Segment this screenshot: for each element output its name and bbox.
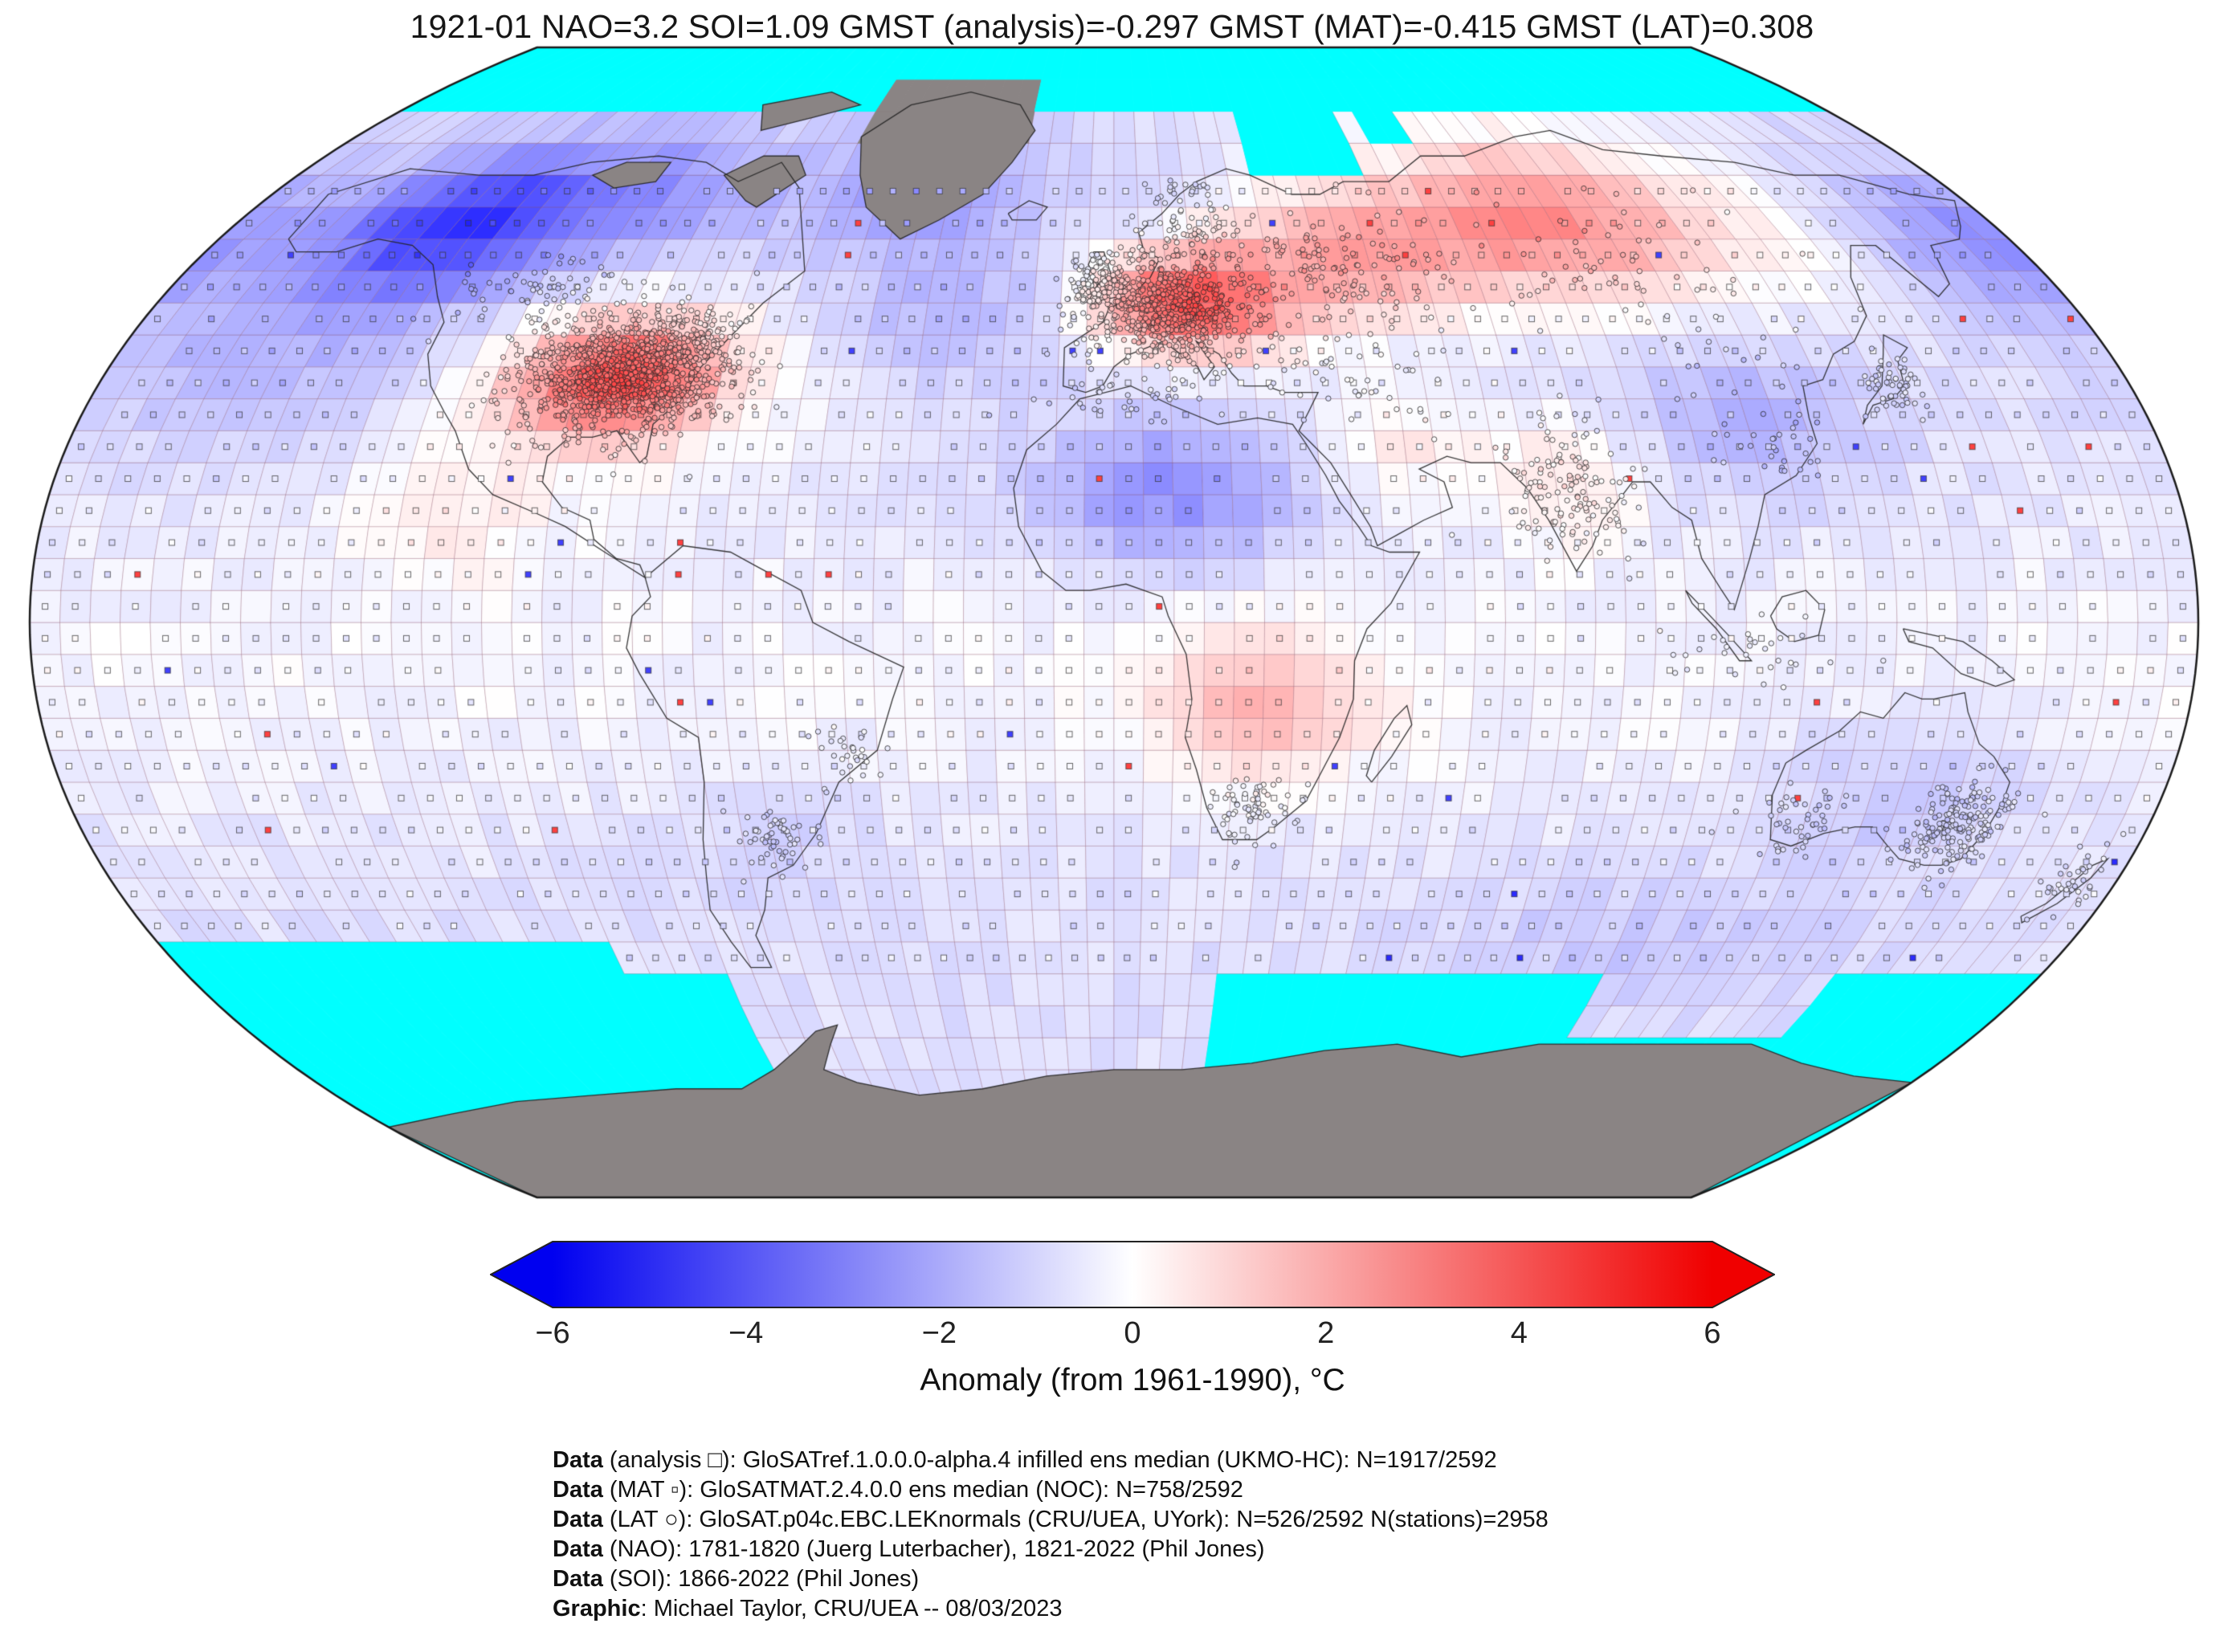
credit-line-text: : Michael Taylor, CRU/UEA -- 08/03/2023: [640, 1596, 1063, 1621]
colorbar-tick-label: −2: [921, 1316, 957, 1350]
credit-line: Data (NAO): 1781-1820 (Juerg Luterbacher…: [553, 1535, 1549, 1564]
credit-line-key: Data: [553, 1566, 603, 1592]
credits-block: Data (analysis □): GloSATref.1.0.0.0-alp…: [553, 1446, 1549, 1624]
colorbar-tick-label: −6: [535, 1316, 570, 1350]
credit-line-text: (NAO): 1781-1820 (Juerg Luterbacher), 18…: [602, 1536, 1265, 1562]
colorbar-tick-label: 0: [1124, 1316, 1141, 1350]
credit-line: Data (SOI): 1866-2022 (Phil Jones): [553, 1564, 1549, 1594]
credit-line: Data (LAT ○): GloSAT.p04c.EBC.LEKnormals…: [553, 1505, 1549, 1535]
colorbar-ticks: −6 −4 −2 0 2 4 6: [490, 1316, 1775, 1355]
colorbar-gradient: [490, 1241, 1775, 1308]
credit-line-text: (SOI): 1866-2022 (Phil Jones): [602, 1566, 920, 1592]
credit-line: Data (analysis □): GloSATref.1.0.0.0-alp…: [553, 1446, 1549, 1475]
colorbar-tick-label: −4: [728, 1316, 764, 1350]
credit-line-key: Data: [553, 1477, 603, 1503]
anomaly-map-canvas: [0, 0, 2224, 1209]
credit-line-text: (analysis □): GloSATref.1.0.0.0-alpha.4 …: [602, 1447, 1497, 1473]
credit-line-key: Data: [553, 1447, 603, 1473]
credit-line: Data (MAT ▫): GloSATMAT.2.4.0.0 ens medi…: [553, 1475, 1549, 1505]
credit-line-text: (MAT ▫): GloSATMAT.2.4.0.0 ens median (N…: [602, 1477, 1243, 1503]
credit-line-text: (LAT ○): GloSAT.p04c.EBC.LEKnormals (CRU…: [602, 1507, 1549, 1532]
colorbar-tick-label: 2: [1317, 1316, 1335, 1350]
colorbar-axis-label: Anomaly (from 1961-1990), °C: [920, 1363, 1345, 1397]
colorbar-arrow-bar: [490, 1241, 1775, 1308]
colorbar-tick-label: 6: [1704, 1316, 1721, 1350]
credit-line-key: Data: [553, 1507, 603, 1532]
colorbar: −6 −4 −2 0 2 4 6 Anomaly (from 1961-1990), °C: [490, 1241, 1775, 1413]
credit-line-key: Graphic: [553, 1596, 641, 1621]
credit-line-key: Data: [553, 1536, 603, 1562]
colorbar-tick-label: 4: [1510, 1316, 1528, 1350]
credit-line: Graphic: Michael Taylor, CRU/UEA -- 08/0…: [553, 1594, 1549, 1624]
